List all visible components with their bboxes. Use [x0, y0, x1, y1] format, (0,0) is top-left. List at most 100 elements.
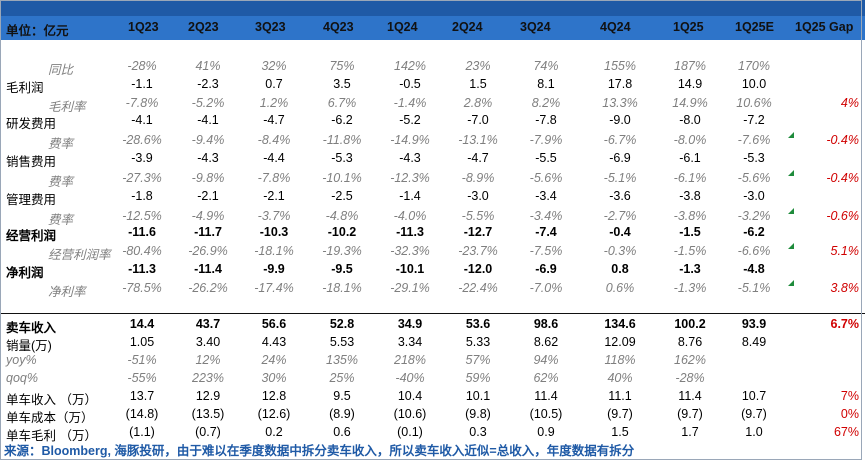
col-1q25e: 1Q25E: [735, 20, 774, 34]
cell-value: -5.2%: [191, 96, 225, 110]
cell-value: 53.6: [465, 317, 491, 331]
cell-value: 93.9: [741, 317, 767, 331]
cell-value: 12.8: [261, 389, 287, 403]
cell-value: -51%: [127, 353, 157, 367]
cell-value: 8.2%: [531, 96, 561, 110]
cell-value: -1.3: [679, 262, 701, 276]
cell-value: -23.7%: [458, 244, 498, 258]
col-1q25-gap: 1Q25 Gap: [795, 20, 854, 34]
cell-value: 10.7: [741, 389, 767, 403]
cell-value: 8.49: [741, 335, 767, 349]
cell-value: 59%: [465, 371, 491, 385]
cell-value: (9.7): [607, 407, 633, 421]
cell-value: 1.5: [469, 77, 487, 91]
cell-value: 155%: [604, 59, 636, 73]
cell-value: 0.6: [333, 425, 351, 439]
cell-value: -6.2: [331, 113, 353, 127]
cell-value: -11.6: [128, 225, 156, 239]
cell-value: -27.3%: [122, 171, 162, 185]
cell-value: 11.1: [608, 389, 632, 403]
col-1q25: 1Q25: [673, 20, 704, 34]
cell-value: -4.0%: [393, 209, 427, 223]
cell-value: -1.1: [131, 77, 153, 91]
row-label: 经营利润率: [48, 248, 111, 262]
row-label: 费率: [48, 175, 74, 189]
row-label: 单车收入 （万）: [6, 393, 97, 407]
cell-value: -8.9%: [461, 171, 495, 185]
cell-value: 14.9: [677, 77, 703, 91]
cell-value: -4.3: [197, 151, 219, 165]
cell-value: 8.76: [677, 335, 703, 349]
cell-value: -6.1: [679, 151, 701, 165]
col-4q23: 4Q23: [323, 20, 354, 34]
cell-value: -7.6%: [737, 133, 771, 147]
cell-value: 11.4: [678, 389, 702, 403]
rows-row: 研发费用 -4.1 -4.1 -4.7 -6.2 -5.2 -7.0 -7.8 -9.0 -8.0…: [0, 112, 865, 132]
cell-value: -2.3: [197, 77, 219, 91]
source-footnote: 来源：Bloomberg, 海豚投研，由于难以在季度数据中拆分卖车收入，所以卖车…: [4, 444, 635, 458]
gap-value: 6.7%: [830, 317, 860, 331]
cell-value: -3.7%: [257, 209, 291, 223]
row-label: yoy%: [6, 353, 37, 367]
cell-value: -0.5: [399, 77, 421, 91]
cell-value: 41%: [195, 59, 221, 73]
cell-value: (12.6): [257, 407, 291, 421]
cell-value: -3.4: [535, 189, 557, 203]
rows2-row: qoq% -55% 223% 30% 25% -40% 59% 62% 40% -28%: [0, 370, 865, 390]
row-label: 销售费用: [6, 155, 57, 169]
cell-value: -11.3: [128, 262, 156, 276]
rows-row: 经营利润 -11.6 -11.7 -10.3 -10.2 -11.3 -12.7 -7.4 -0…: [0, 224, 865, 244]
col-4q24: 4Q24: [600, 20, 631, 34]
rows-row: 管理费用 -1.8 -2.1 -2.1 -2.5 -1.4 -3.0 -3.4 -3.6 -3.8…: [0, 188, 865, 208]
rows2-row: 销量(万) 1.05 3.40 4.43 5.53 3.34 5.33 8.62 12.09 8.…: [0, 334, 865, 354]
rows-row: 销售费用 -3.9 -4.3 -4.4 -5.3 -4.3 -4.7 -5.5 -6.9 -6.1…: [0, 150, 865, 170]
gap-value: 7%: [840, 389, 859, 403]
cell-value: -9.8%: [191, 171, 225, 185]
cell-value: -26.9%: [188, 244, 228, 258]
rows-row: 费率 -27.3% -9.8% -7.8% -10.1% -12.3% -8.9% -5.6%…: [0, 170, 865, 190]
cell-value: -6.1%: [673, 171, 707, 185]
cell-value: 3.40: [195, 335, 221, 349]
cell-value: -10.1%: [322, 171, 362, 185]
cell-value: -3.2%: [737, 209, 771, 223]
rows-row: 经营利润率 -80.4% -26.9% -18.1% -19.3% -32.3% -23.7…: [0, 243, 865, 263]
cell-value: 100.2: [674, 317, 706, 331]
row-label: 卖车收入: [6, 321, 57, 335]
cell-value: -1.8: [131, 189, 153, 203]
cell-value: (9.7): [677, 407, 703, 421]
cell-value: -13.1%: [458, 133, 498, 147]
cell-value: -5.3: [331, 151, 353, 165]
col-3q23: 3Q23: [255, 20, 286, 34]
col-2q23: 2Q23: [188, 20, 219, 34]
cell-value: -8.4%: [257, 133, 291, 147]
cell-value: 11.4: [534, 389, 558, 403]
cell-value: 75%: [329, 59, 355, 73]
gap-value: -0.4%: [826, 133, 859, 147]
gap-value: 4%: [840, 96, 859, 110]
cell-value: 6.7%: [327, 96, 357, 110]
cell-value: -9.5: [331, 262, 353, 276]
cell-value: 135%: [326, 353, 358, 367]
cell-value: 170%: [738, 59, 770, 73]
row-label: 费率: [48, 213, 74, 227]
cell-value: (0.1): [397, 425, 423, 439]
cell-value: 12.09: [604, 335, 636, 349]
cell-value: -4.8%: [325, 209, 359, 223]
cell-value: -1.4: [399, 189, 421, 203]
cell-value: 0.3: [469, 425, 487, 439]
cell-value: 57%: [465, 353, 491, 367]
cell-value: 10.1: [465, 389, 491, 403]
cell-value: -1.5%: [673, 244, 707, 258]
cell-value: -6.9: [535, 262, 557, 276]
cell-value: -3.8%: [673, 209, 707, 223]
rows-row: 费率 -12.5% -4.9% -3.7% -4.8% -4.0% -5.5% -3.4% -2…: [0, 208, 865, 228]
cell-value: 2.8%: [463, 96, 493, 110]
cell-value: 0.2: [265, 425, 283, 439]
rows2-row: 单车毛利 （万） (1.1) (0.7) 0.2 0.6 (0.1) 0.3 0.9 1.5 1.…: [0, 424, 865, 444]
cell-value: (1.1): [129, 425, 155, 439]
cell-value: 40%: [607, 371, 633, 385]
cell-value: 56.6: [261, 317, 287, 331]
cell-value: 0.6%: [605, 281, 635, 295]
cell-value: 5.33: [465, 335, 491, 349]
cell-value: 3.5: [333, 77, 351, 91]
